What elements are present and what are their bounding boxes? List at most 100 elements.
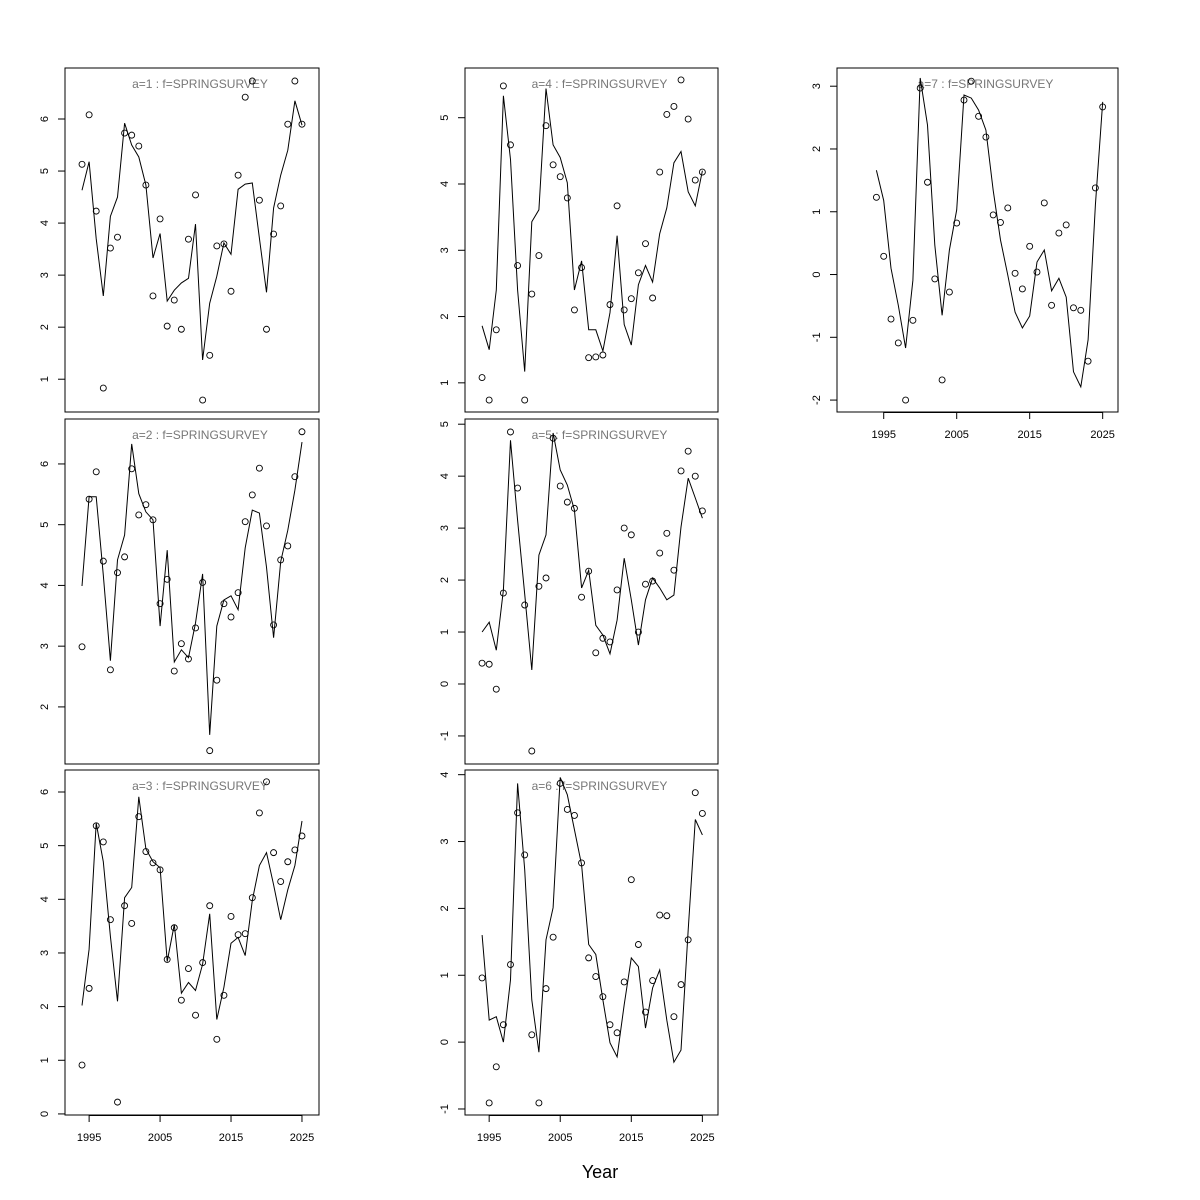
y-tick-label: 0 <box>439 1039 451 1045</box>
observed-point <box>642 580 649 588</box>
observed-point <box>478 974 486 982</box>
observed-point <box>677 981 685 989</box>
observed-point <box>277 202 285 210</box>
observed-point <box>185 235 192 243</box>
observed-point <box>220 240 228 248</box>
observed-point <box>284 858 292 866</box>
x-tick-label: 1995 <box>77 1132 101 1144</box>
observed-point <box>1011 269 1019 277</box>
observed-point <box>298 428 306 436</box>
observed-point <box>620 524 628 532</box>
y-tick-label: 1 <box>39 1057 51 1063</box>
x-tick-label: 2025 <box>290 1132 314 1144</box>
observed-point <box>997 218 1004 226</box>
observed-point <box>887 315 895 323</box>
observed-point <box>499 82 507 90</box>
observed-point <box>92 468 100 476</box>
observed-point <box>106 916 114 924</box>
observed-point <box>213 676 221 684</box>
x-tick-label: 1995 <box>871 429 895 441</box>
observed-point <box>613 586 621 594</box>
y-tick-label: -1 <box>811 332 823 342</box>
observed-point <box>149 516 157 524</box>
observed-point <box>521 601 529 609</box>
observed-point <box>248 894 256 902</box>
observed-point <box>975 112 983 120</box>
observed-point <box>255 464 263 472</box>
y-tick-label: 2 <box>39 324 51 330</box>
panel-title: a=3 : f=SPRINGSURVEY <box>132 779 268 793</box>
observed-point <box>880 252 888 260</box>
y-tick-label: 4 <box>439 181 451 187</box>
observed-point <box>291 77 299 85</box>
plot-frame <box>64 67 320 413</box>
observed-point <box>114 569 121 577</box>
observed-point <box>1040 199 1048 207</box>
y-tick-label: 3 <box>439 838 451 844</box>
plot-frame <box>64 418 320 765</box>
observed-point <box>92 822 100 830</box>
observed-point <box>677 76 685 84</box>
observed-point <box>192 191 199 199</box>
observed-point <box>627 876 635 884</box>
observed-point <box>241 93 249 101</box>
observed-point <box>691 176 699 184</box>
y-tick-label: 2 <box>39 1004 51 1010</box>
observed-point <box>656 549 664 557</box>
observed-point <box>542 574 550 582</box>
observed-point <box>499 1021 507 1029</box>
observed-point <box>485 396 493 404</box>
observed-point <box>670 102 678 110</box>
observed-point <box>698 168 706 176</box>
y-tick-label: 1 <box>439 629 451 635</box>
observed-point <box>206 747 214 755</box>
observed-point <box>989 211 997 219</box>
observed-point <box>142 848 150 856</box>
observed-point <box>234 589 242 597</box>
panel-title: a=7 : f=SPRINGSURVEY <box>918 77 1054 91</box>
observed-point <box>563 194 571 202</box>
observed-point <box>649 977 657 985</box>
x-tick-label: 2005 <box>148 1132 172 1144</box>
observed-point <box>485 660 493 668</box>
y-tick-label: 5 <box>39 522 51 528</box>
observed-point <box>255 809 263 817</box>
observed-point <box>1026 242 1034 250</box>
y-tick-label: 4 <box>39 582 51 588</box>
observed-point <box>528 1031 536 1039</box>
observed-point <box>1004 204 1012 212</box>
observed-point <box>691 789 699 797</box>
y-tick-label: 2 <box>811 146 823 152</box>
observed-point <box>156 600 164 608</box>
x-tick-label: 2015 <box>1017 429 1041 441</box>
y-tick-label: 1 <box>811 209 823 215</box>
observed-point <box>241 518 249 526</box>
observed-point <box>627 295 635 303</box>
observed-point <box>606 1021 614 1029</box>
observed-point <box>248 77 256 85</box>
observed-point <box>234 171 242 179</box>
observed-point <box>291 846 299 854</box>
observed-point <box>270 230 278 238</box>
observed-point <box>599 993 607 1001</box>
observed-point <box>556 173 564 181</box>
observed-point <box>99 384 107 392</box>
observed-point <box>142 181 150 189</box>
observed-point <box>599 634 607 642</box>
observed-point <box>684 936 692 944</box>
observed-point <box>199 578 207 586</box>
observed-point <box>620 978 628 986</box>
y-tick-label: 0 <box>811 271 823 277</box>
observed-point <box>642 240 649 248</box>
observed-point <box>649 577 657 585</box>
panel-title: a=1 : f=SPRINGSURVEY <box>132 77 268 91</box>
observed-point <box>170 296 178 304</box>
observed-point <box>85 111 93 119</box>
plot-frame <box>464 67 719 413</box>
observed-point <box>563 498 571 506</box>
observed-point <box>585 954 593 962</box>
fitted-line <box>481 88 703 372</box>
y-tick-label: 3 <box>39 643 51 649</box>
observed-point <box>549 161 557 169</box>
